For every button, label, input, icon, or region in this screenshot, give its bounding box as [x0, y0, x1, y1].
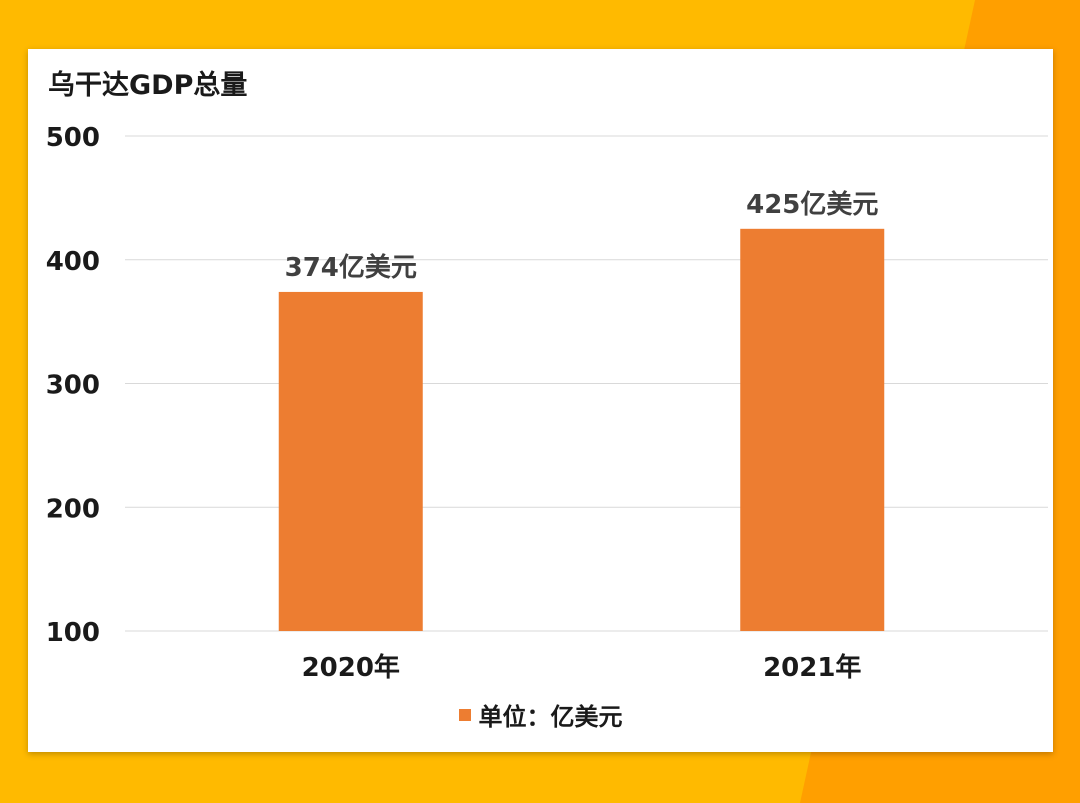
y-tick-label: 400	[46, 247, 100, 277]
y-tick-label: 100	[46, 618, 100, 648]
x-tick-label: 2021年	[763, 652, 861, 683]
chart-title: 乌干达GDP总量	[48, 70, 248, 101]
legend-swatch	[458, 708, 471, 721]
y-tick-label: 500	[46, 123, 100, 153]
x-tick-label: 2020年	[302, 652, 400, 683]
chart-card: 乌干达GDP总量 100 200 300 400 500 374亿美元 2020年 425亿美…	[28, 49, 1053, 752]
y-tick-label: 200	[46, 494, 100, 524]
legend: 单位：亿美元	[28, 697, 1053, 732]
y-tick-label: 300	[46, 371, 100, 401]
data-label: 425亿美元	[746, 189, 878, 220]
legend-label: 单位：亿美元	[478, 703, 623, 731]
bar	[278, 291, 423, 631]
bar-chart: 100 200 300 400 500 374亿美元 2020年 425亿美元 2021年	[46, 123, 1048, 683]
data-label: 374亿美元	[285, 252, 417, 283]
bar	[740, 228, 885, 631]
